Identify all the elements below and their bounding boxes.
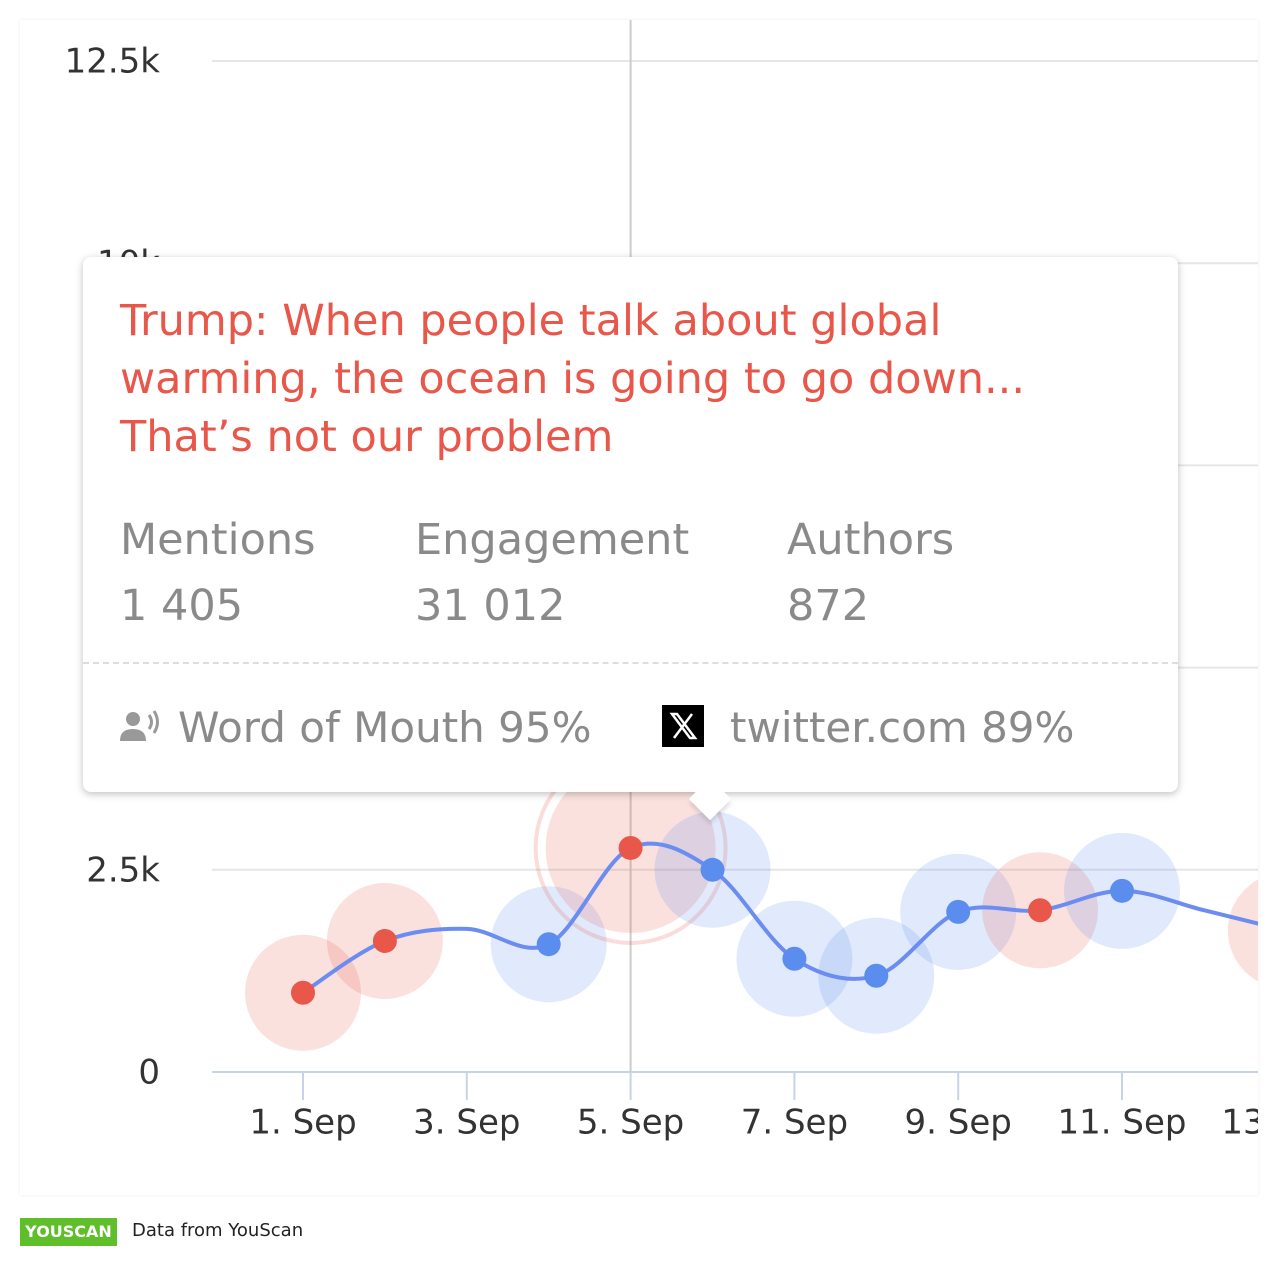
separator [83,662,1178,664]
brand-badge: YOUSCAN [20,1218,117,1246]
x-tick-label: 13. Sep [1221,1103,1280,1143]
x-tick-label: 7. Sep [741,1103,848,1143]
stat-label: Authors [787,515,955,565]
stat-label: Engagement [415,515,690,565]
point [946,899,971,924]
point [700,857,725,882]
source: twitter.com 89% [730,703,1075,752]
y-tick-label: 0 [138,1053,160,1093]
point [291,980,315,1005]
point [536,932,561,957]
tooltip-title: Trump: When people talk about global war… [120,296,1025,462]
point [782,946,807,971]
bubble [1227,879,1258,982]
x-tick-label: 3. Sep [413,1103,520,1143]
x-tick-label: 9. Sep [905,1103,1012,1143]
point [372,928,397,953]
footer-text: Data from YouScan [132,1220,304,1241]
point [618,835,643,860]
word-of-mouth-icon [120,710,159,741]
y-tick-label: 2.5k [86,850,160,890]
point [864,963,889,988]
tooltip: Trump: When people talk about global war… [83,257,1178,821]
stat-label: Mentions [120,515,316,565]
stat: Authors 872 [787,507,954,639]
point [1028,898,1053,923]
stat-value: 872 [787,581,870,631]
stat: Engagement 31 012 [415,507,689,639]
x-icon [662,705,704,747]
source: Word of Mouth 95% [178,703,592,752]
x-tick-label: 1. Sep [249,1103,356,1143]
stat: Mentions 1 405 [120,507,316,639]
point [1110,878,1134,903]
stat-value: 31 012 [415,581,566,631]
x-tick-label: 5. Sep [577,1103,684,1143]
stat-value: 1 405 [120,581,244,631]
point [1274,918,1280,942]
y-tick-label: 12.5k [65,42,161,82]
x-tick-label: 11. Sep [1058,1103,1187,1143]
